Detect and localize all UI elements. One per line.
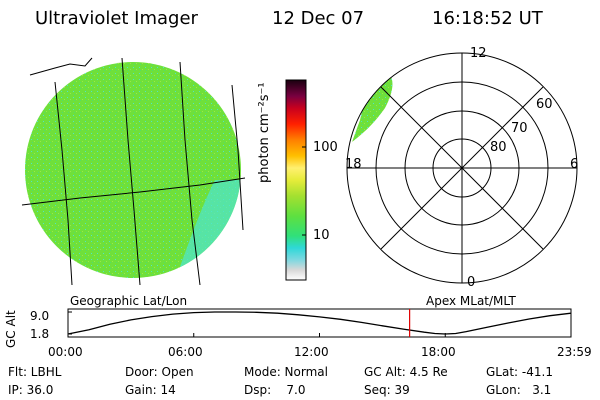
status-mode: Mode: Normal (244, 365, 328, 379)
colorbar-unit-label: photon cm⁻²s⁻¹ (257, 82, 272, 183)
mlt-label-0: 0 (467, 275, 476, 290)
mlt-label-12: 12 (470, 46, 487, 61)
polar-mlat-mlt-plot (346, 52, 578, 284)
status-glon: GLon: 3.1 (486, 383, 552, 397)
status-seq: Seq: 39 (364, 383, 410, 397)
mlat-label-70: 70 (511, 121, 528, 136)
earth-disc-image (21, 57, 246, 286)
altitude-series-line (67, 311, 572, 335)
colorbar-tick-100: 100 (313, 140, 338, 155)
x-tick-label-1800: 18:00 (421, 345, 456, 359)
observation-time: 16:18:52 UT (432, 8, 543, 29)
mlat-label-60: 60 (536, 97, 553, 112)
colorbar-tick-10: 10 (313, 228, 330, 243)
x-tick-label-2359: 23:59 (557, 345, 592, 359)
altitude-chart (67, 308, 572, 338)
colorbar (285, 79, 307, 281)
geographic-grid-label: Geographic Lat/Lon (70, 294, 188, 308)
mlt-label-6: 6 (570, 157, 579, 172)
chart-ylabel: GC Alt (4, 310, 18, 348)
status-gain: Gain: 14 (125, 383, 176, 397)
apex-grid-label: Apex MLat/MLT (426, 294, 516, 308)
x-tick-label-0600: 06:00 (168, 345, 203, 359)
geographic-grid (21, 57, 246, 286)
mlt-label-18: 18 (345, 157, 362, 172)
x-tick-label-0000: 00:00 (48, 345, 83, 359)
status-glat: GLat: -41.1 (486, 365, 553, 379)
y-tick-label-max: 9.0 (30, 309, 50, 323)
status-gc-alt: GC Alt: 4.5 Re (364, 365, 448, 379)
instrument-title: Ultraviolet Imager (35, 8, 198, 29)
status-ip: IP: 36.0 (8, 383, 54, 397)
observation-date: 12 Dec 07 (272, 8, 365, 29)
status-filter: Flt: LBHL (8, 365, 62, 379)
status-dsp: Dsp: 7.0 (244, 383, 306, 397)
status-door: Door: Open (125, 365, 194, 379)
mlat-label-80: 80 (490, 140, 507, 155)
y-tick-label-min: 1.8 (30, 327, 50, 341)
x-tick-label-1200: 12:00 (294, 345, 329, 359)
